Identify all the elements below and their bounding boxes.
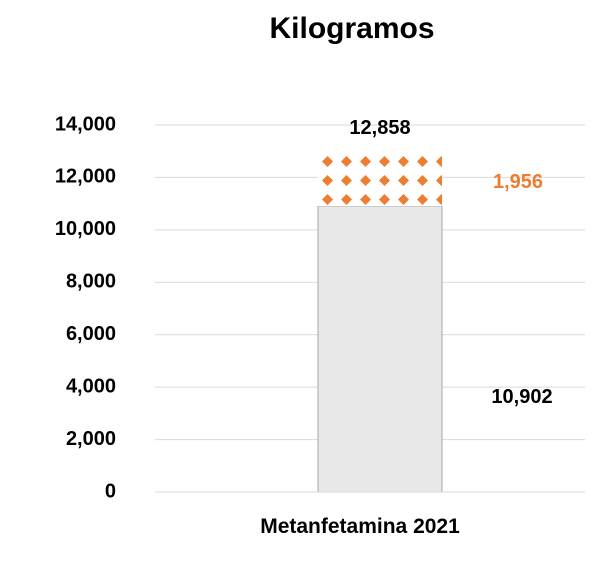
chart-title: Kilogramos (269, 12, 434, 45)
y-tick-label: 4,000 (66, 375, 116, 397)
y-tick-label: 6,000 (66, 323, 116, 345)
bar-segment (317, 205, 443, 493)
y-tick-label: 14,000 (55, 113, 116, 135)
y-tick-label: 2,000 (66, 428, 116, 450)
x-tick-label: Metanfetamina 2021 (260, 515, 460, 538)
y-tick-label: 10,000 (55, 218, 116, 240)
y-tick-label: 12,000 (55, 166, 116, 188)
y-tick-label: 0 (105, 480, 116, 502)
value-label: 10,902 (491, 386, 552, 408)
value-label: 1,956 (493, 171, 543, 193)
bar-segment (318, 154, 442, 207)
y-tick-label: 8,000 (66, 271, 116, 293)
total-label: 12,858 (349, 117, 410, 139)
